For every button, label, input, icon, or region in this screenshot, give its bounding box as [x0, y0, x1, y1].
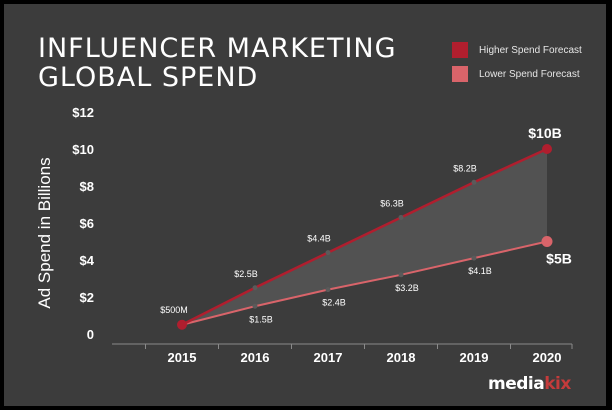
y-tick-label: $10 — [72, 142, 94, 157]
data-point-low — [252, 303, 258, 309]
data-label-low: $2.4B — [322, 298, 346, 308]
data-label-low: $5B — [546, 251, 572, 267]
data-label-high: $8.2B — [453, 163, 477, 173]
legend-label-high: Higher Spend Forecast — [479, 44, 582, 56]
data-point-low — [398, 272, 404, 278]
y-tick-label: 0 — [87, 327, 94, 342]
y-tick-label: $8 — [80, 179, 94, 194]
x-tick-label: 2016 — [241, 350, 270, 365]
chart-frame: INFLUENCER MARKETING GLOBAL SPEND Higher… — [4, 4, 606, 406]
y-tick-label: $12 — [72, 105, 94, 120]
y-axis-title: Ad Spend in Billions — [35, 157, 54, 308]
x-tick-label: 2017 — [314, 350, 343, 365]
legend-item-high: Higher Spend Forecast — [452, 42, 582, 58]
legend-swatch-high — [452, 42, 468, 58]
series-line-high — [181, 147, 548, 326]
brand-logo-part-1: media — [488, 374, 545, 394]
x-tick-label: 2020 — [533, 350, 562, 365]
y-tick-label: $4 — [80, 253, 95, 268]
data-point-high — [252, 285, 258, 291]
y-tick-label: $2 — [80, 290, 94, 305]
brand-logo: mediakix — [488, 374, 571, 394]
data-label-high: $10B — [528, 125, 561, 141]
data-label-low: $3.2B — [395, 283, 419, 293]
data-point-high — [398, 214, 404, 220]
x-tick-label: 2019 — [460, 350, 489, 365]
line-chart: Ad Spend in Billions 0 $2 $4 $6 $8 $10 $12 2015 2… — [35, 105, 573, 365]
title-line-2: GLOBAL SPEND — [38, 62, 259, 93]
brand-logo-part-2: kix — [544, 374, 571, 394]
x-tick-label: 2018 — [387, 350, 416, 365]
chart-title: INFLUENCER MARKETING GLOBAL SPEND — [38, 34, 397, 92]
data-point-high — [471, 179, 477, 185]
data-label-high: $2.5B — [234, 269, 258, 279]
data-label-high: $6.3B — [380, 198, 404, 208]
data-label-low: $4.1B — [468, 266, 492, 276]
legend-item-low: Lower Spend Forecast — [452, 66, 580, 82]
legend-label-low: Lower Spend Forecast — [479, 68, 580, 80]
x-tick-label: 2015 — [168, 350, 197, 365]
legend-swatch-low — [452, 66, 468, 82]
series-line-low — [181, 240, 548, 326]
data-point-low — [471, 255, 477, 261]
data-label-high: $4.4B — [307, 234, 331, 244]
data-point-high — [542, 144, 552, 154]
data-label-low: $1.5B — [249, 314, 273, 324]
y-tick-label: $6 — [80, 216, 94, 231]
forecast-range-area — [182, 149, 547, 325]
title-line-1: INFLUENCER MARKETING — [38, 33, 397, 64]
data-point-high — [325, 250, 331, 256]
data-label-high: $500M — [160, 305, 188, 315]
data-point-low — [541, 236, 553, 247]
data-point-low — [325, 287, 331, 293]
data-point-high — [177, 319, 187, 330]
